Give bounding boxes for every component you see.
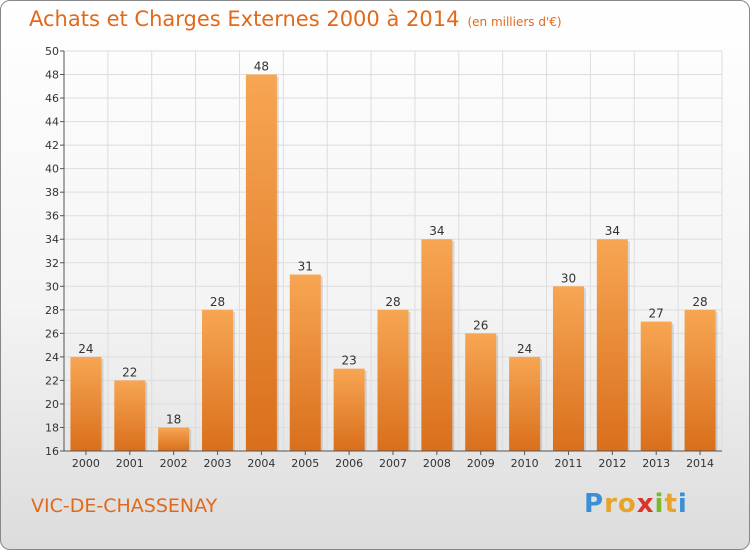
bar	[421, 239, 453, 451]
location-name: VIC-DE-CHASSENAY	[31, 495, 218, 517]
logo-letter: i	[677, 489, 688, 519]
bar-value-label: 28	[385, 295, 400, 309]
bar	[333, 368, 365, 451]
x-tick-label: 2008	[423, 457, 451, 470]
bar	[684, 309, 716, 451]
bar-value-label: 27	[649, 307, 664, 321]
x-tick-label: 2014	[686, 457, 714, 470]
bar-value-label: 28	[692, 295, 707, 309]
bar	[114, 380, 146, 451]
bar	[245, 74, 277, 451]
y-tick-label: 48	[45, 69, 59, 82]
bar-value-label: 34	[605, 224, 620, 238]
bar	[202, 309, 234, 451]
y-tick-label: 26	[45, 327, 59, 340]
logo-letter: r	[604, 489, 618, 519]
y-tick-label: 30	[45, 280, 59, 293]
y-tick-label: 42	[45, 139, 59, 152]
x-tick-label: 2006	[335, 457, 363, 470]
title-unit: (en milliers d'€)	[467, 15, 562, 29]
bar-value-label: 31	[298, 260, 313, 274]
y-tick-label: 22	[45, 374, 59, 387]
x-tick-label: 2010	[511, 457, 539, 470]
bar	[596, 239, 628, 451]
axes	[60, 50, 722, 455]
y-tick-label: 20	[45, 398, 59, 411]
logo-letter: i	[654, 489, 665, 519]
x-tick-label: 2000	[72, 457, 100, 470]
bar	[70, 356, 102, 451]
logo-letter: o	[617, 489, 637, 519]
proxiti-logo: Proxiti	[584, 489, 688, 519]
y-tick-label: 28	[45, 304, 59, 317]
x-tick-label: 2005	[291, 457, 319, 470]
bar-value-label: 30	[561, 271, 576, 285]
y-tick-label: 44	[45, 116, 59, 129]
x-tick-label: 2001	[116, 457, 144, 470]
chart-title: Achats et Charges Externes 2000 à 2014 (e…	[29, 7, 562, 31]
y-tick-label: 18	[45, 421, 59, 434]
x-tick-label: 2003	[204, 457, 232, 470]
bar	[377, 309, 409, 451]
bar-value-label: 28	[210, 295, 225, 309]
bar	[509, 356, 541, 451]
y-tick-label: 46	[45, 92, 59, 105]
y-tick-label: 16	[45, 445, 59, 458]
y-tick-label: 50	[45, 45, 59, 58]
bar-value-label: 48	[254, 60, 269, 74]
y-tick-label: 36	[45, 210, 59, 223]
bar-value-label: 24	[517, 342, 532, 356]
x-tick-label: 2011	[554, 457, 582, 470]
bars	[70, 74, 718, 451]
title-text: Achats et Charges Externes 2000 à 2014	[29, 7, 460, 31]
bar	[158, 427, 190, 451]
logo-letter: P	[584, 489, 605, 519]
x-tick-label: 2009	[467, 457, 495, 470]
bar	[289, 274, 321, 451]
y-tick-label: 32	[45, 257, 59, 270]
bar-value-label: 26	[473, 318, 488, 332]
logo-letter: x	[636, 489, 655, 519]
bar	[640, 321, 672, 451]
logo-letter: t	[664, 489, 678, 519]
bar-value-label: 23	[341, 354, 356, 368]
x-tick-label: 2013	[642, 457, 670, 470]
x-tick-label: 2007	[379, 457, 407, 470]
y-tick-label: 24	[45, 351, 59, 364]
x-tick-label: 2012	[598, 457, 626, 470]
x-tick-label: 2004	[247, 457, 275, 470]
bar-value-label: 34	[429, 224, 444, 238]
bar	[552, 286, 584, 451]
labels: 16 18 20 22 24 26 28 30 32 34 36 38 40 42 44 46 48 50 24 20…	[45, 45, 714, 470]
x-tick-label: 2002	[160, 457, 188, 470]
y-tick-label: 38	[45, 186, 59, 199]
y-tick-label: 40	[45, 163, 59, 176]
bar-value-label: 24	[78, 342, 93, 356]
bar-value-label: 18	[166, 412, 181, 426]
bar	[465, 333, 497, 451]
y-tick-label: 34	[45, 233, 59, 246]
bar-value-label: 22	[122, 365, 137, 379]
